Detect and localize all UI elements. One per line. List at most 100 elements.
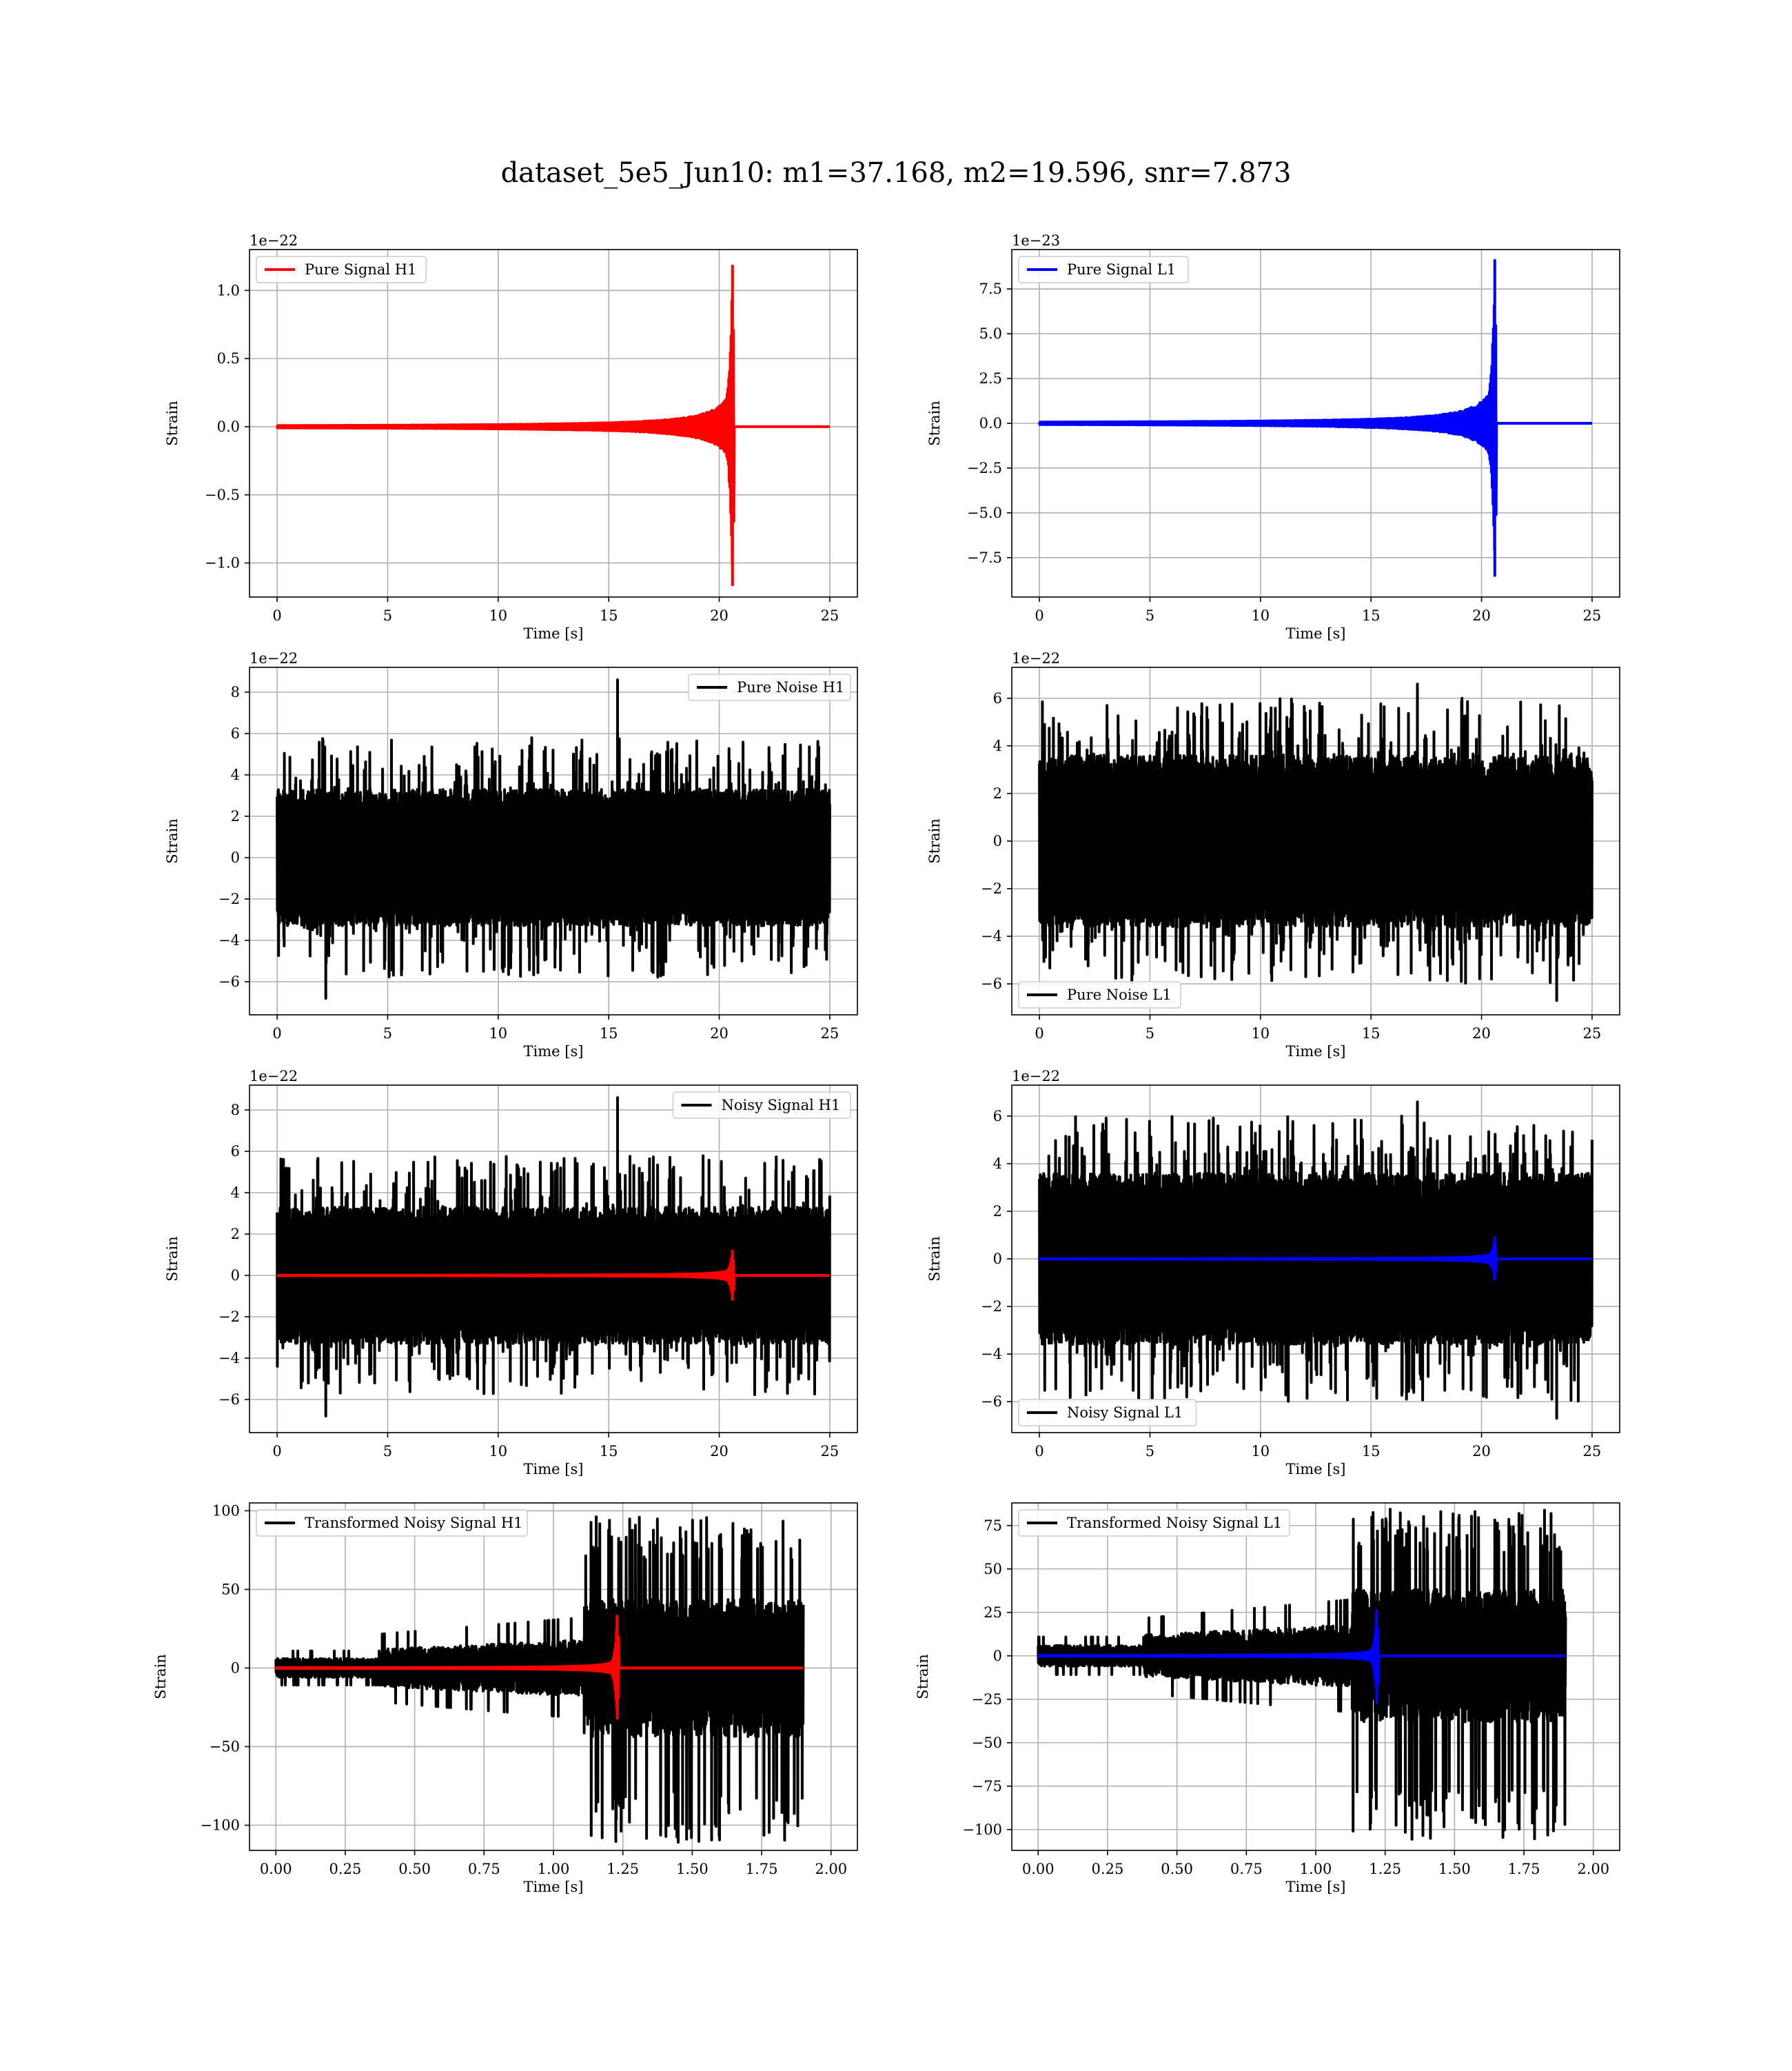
plot-area [276, 264, 831, 587]
x-tick-label: 0 [272, 1443, 281, 1459]
x-tick-label: 20 [1472, 607, 1491, 624]
series-line [276, 264, 831, 587]
y-axis-label: Strain [915, 1654, 931, 1699]
x-tick-label: 20 [1472, 1025, 1491, 1042]
legend-box [1018, 256, 1189, 283]
axes-pure-noise-h1: 0 5 10 15 20 25 −6 −4 −2 0 2 4 6 8 Time [s] Strain 1e−22… [164, 650, 858, 1060]
y-tick-label: 6 [993, 690, 1002, 707]
x-tick-label: 10 [489, 607, 507, 624]
y-axis-label: Strain [164, 1236, 181, 1282]
x-tick-label: 0 [1035, 1443, 1043, 1459]
plot-area [1038, 683, 1594, 1002]
x-tick-label: 1.50 [1438, 1861, 1471, 1877]
x-tick-label: 0.75 [468, 1861, 500, 1877]
series-line [274, 1515, 805, 1844]
x-tick-label: 25 [821, 1443, 839, 1459]
axes-pure-noise-l1: 0 5 10 15 20 25 −6 −4 −2 0 2 4 6 Time [s] Strain 1e−22 P… [926, 650, 1620, 1060]
x-tick-label: 10 [489, 1025, 507, 1042]
x-tick-label: 10 [1251, 1443, 1270, 1459]
y-tick-label: 25 [984, 1604, 1002, 1621]
x-tick-label: 0.50 [1161, 1861, 1193, 1877]
legend-box [256, 1509, 528, 1537]
y-tick-label: 7.5 [979, 281, 1002, 297]
x-tick-label: 0.75 [1230, 1861, 1263, 1877]
x-tick-label: 5 [383, 607, 392, 624]
y-tick-label: 4 [231, 767, 240, 783]
legend: Noisy Signal H1 [672, 1091, 851, 1119]
x-tick-label: 0 [1035, 1025, 1043, 1042]
x-tick-label: 15 [1362, 607, 1381, 624]
x-tick-label: 0 [272, 1025, 281, 1042]
axis-offset-label: 1e−22 [250, 232, 298, 249]
legend-label: Pure Noise H1 [737, 679, 844, 696]
y-tick-label: 0 [231, 849, 240, 866]
x-tick-label: 1.25 [1369, 1861, 1401, 1877]
y-tick-label: −2 [981, 1298, 1002, 1315]
series-line [276, 678, 831, 1000]
plot-area [1038, 259, 1594, 577]
y-tick-label: 4 [993, 1155, 1002, 1172]
x-tick-label: 0.25 [329, 1861, 362, 1877]
y-tick-label: 50 [221, 1581, 240, 1597]
y-tick-label: 2 [993, 1203, 1002, 1220]
legend: Transformed Noisy Signal L1 [1018, 1509, 1290, 1537]
y-tick-label: 2 [993, 785, 1002, 802]
y-tick-label: −2 [981, 880, 1002, 897]
x-tick-label: 25 [1583, 1443, 1602, 1459]
y-tick-label: 100 [212, 1502, 240, 1519]
x-tick-label: 0.00 [1022, 1861, 1055, 1877]
series-line [1038, 259, 1594, 577]
x-tick-label: 2.00 [815, 1861, 847, 1877]
series-line [1038, 1235, 1594, 1281]
x-tick-label: 1.75 [1508, 1861, 1540, 1877]
y-tick-label: −50 [972, 1735, 1002, 1751]
y-tick-label: −4 [981, 928, 1002, 944]
legend: Noisy Signal L1 [1018, 1399, 1197, 1426]
plot-area [1037, 1508, 1567, 1841]
x-tick-label: 15 [600, 1025, 618, 1042]
y-tick-label: 6 [231, 1143, 240, 1160]
x-tick-label: 0 [1035, 607, 1043, 624]
axes-frame [249, 1084, 858, 1433]
y-tick-label: 2 [231, 1226, 240, 1242]
x-tick-label: 20 [1472, 1443, 1491, 1459]
x-axis-label: Time [s] [1286, 625, 1346, 642]
x-axis-label: Time [s] [1286, 1461, 1346, 1477]
y-tick-label: 8 [231, 1102, 240, 1118]
x-tick-label: 20 [710, 1443, 729, 1459]
y-tick-label: −4 [981, 1346, 1002, 1362]
y-tick-label: 8 [231, 684, 240, 700]
x-axis-label: Time [s] [524, 625, 584, 642]
y-tick-label: 4 [231, 1184, 240, 1201]
x-tick-label: 1.00 [1300, 1861, 1332, 1877]
x-tick-label: 25 [1583, 607, 1602, 624]
y-tick-label: −5.0 [967, 505, 1002, 521]
x-tick-label: 15 [600, 607, 618, 624]
y-axis-label: Strain [152, 1654, 169, 1699]
y-tick-label: 50 [984, 1561, 1002, 1577]
y-tick-label: 2.5 [979, 370, 1002, 387]
y-tick-label: −75 [972, 1778, 1002, 1795]
y-axis-label: Strain [926, 1236, 943, 1282]
series-line [1037, 1508, 1567, 1841]
x-tick-label: 1.00 [538, 1861, 570, 1877]
axis-offset-label: 1e−22 [250, 650, 298, 667]
y-tick-label: −6 [218, 973, 240, 990]
x-tick-label: 5 [1146, 607, 1154, 624]
y-tick-label: −1.0 [205, 555, 240, 572]
x-tick-label: 25 [1583, 1025, 1602, 1042]
y-tick-label: −2.5 [967, 460, 1002, 476]
y-tick-label: 75 [984, 1517, 1002, 1534]
legend-box [1018, 1399, 1197, 1426]
legend-box [256, 256, 427, 283]
legend-box [688, 674, 851, 701]
y-tick-label: 0 [231, 1267, 240, 1284]
axes-frame [249, 249, 858, 598]
x-tick-label: 5 [1146, 1443, 1154, 1459]
plot-area [1038, 1100, 1594, 1420]
axes-pure-signal-l1: 0 5 10 15 20 25 −7.5 −5.0 −2.5 0.0 2.5 5.0 7.5 Time [… [926, 232, 1620, 642]
axes-pure-signal-h1: 0 5 10 15 20 25 −1.0 −0.5 0.0 0.5 1.0 Time [s] Strai… [164, 232, 858, 642]
axes-noisy-signal-l1: 0 5 10 15 20 25 −6 −4 −2 0 2 4 6 Time [s] Strain 1e−22 N… [926, 1068, 1620, 1477]
axes-transformed-noisy-signal-h1: 0.00 0.25 0.50 0.75 1.00 1.25 1.50 1.75 2.00 −100… [152, 1502, 858, 1895]
